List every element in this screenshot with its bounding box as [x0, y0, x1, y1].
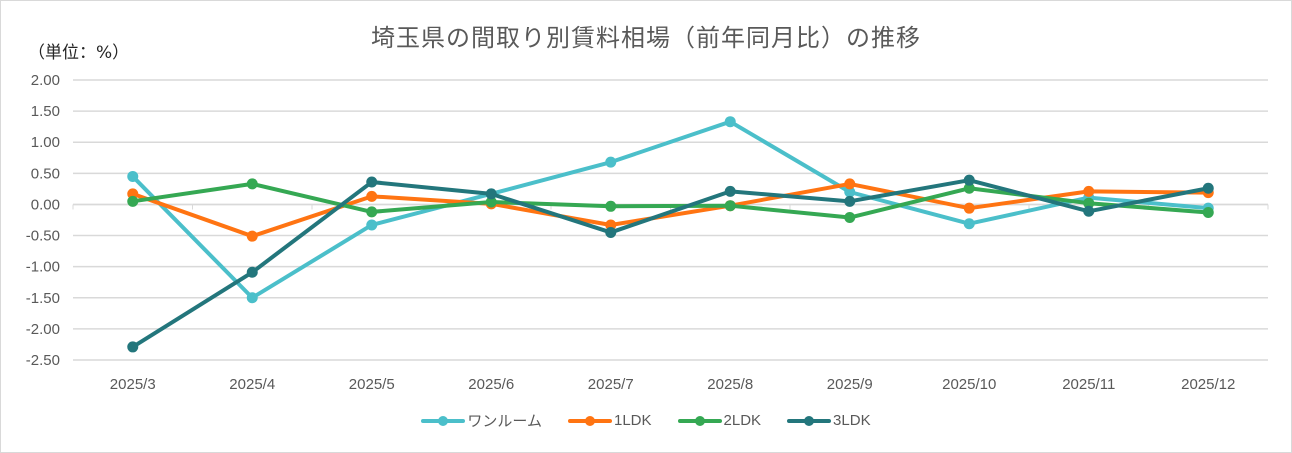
x-tick-label: 2025/6 — [468, 376, 514, 393]
y-tick-label: -1.50 — [26, 290, 60, 307]
data-point — [605, 156, 617, 168]
data-point — [485, 196, 497, 208]
x-tick-label: 2025/3 — [110, 376, 156, 393]
series-line — [130, 119, 1211, 300]
x-tick-label: 2025/8 — [707, 376, 753, 393]
data-point — [1083, 197, 1095, 209]
data-point — [605, 200, 617, 212]
y-tick-label: -0.50 — [26, 228, 60, 245]
series-lines — [127, 116, 1214, 353]
data-point — [246, 266, 258, 278]
y-tick-label: 0.50 — [31, 165, 60, 182]
data-point — [246, 178, 258, 190]
data-point — [963, 174, 975, 186]
gridlines — [73, 79, 1268, 361]
data-point — [844, 195, 856, 207]
data-point — [366, 219, 378, 231]
data-point — [963, 218, 975, 230]
data-point — [605, 226, 617, 238]
legend-item: 2LDK — [677, 410, 762, 431]
x-tick-label: 2025/11 — [1062, 376, 1115, 393]
legend-item: ワンルーム — [421, 410, 542, 431]
data-point — [127, 170, 139, 182]
y-tick-label: -2.00 — [26, 321, 60, 338]
x-tick-label: 2025/5 — [349, 376, 395, 393]
x-tick-label: 2025/12 — [1181, 376, 1235, 393]
legend-marker-icon — [787, 414, 832, 428]
data-point — [366, 190, 378, 202]
data-point — [246, 292, 258, 304]
data-point — [1202, 207, 1214, 219]
series-3LDK — [127, 174, 1214, 353]
data-point — [844, 212, 856, 224]
data-point — [1202, 182, 1214, 194]
y-tick-label: -2.50 — [26, 352, 60, 369]
x-tick-label: 2025/10 — [942, 376, 996, 393]
y-tick-label: 1.50 — [31, 103, 60, 120]
legend-label: 3LDK — [833, 412, 871, 429]
data-point — [963, 202, 975, 214]
chart-title: 埼玉県の間取り別賃料相場（前年同月比）の推移 — [371, 24, 921, 52]
data-point — [844, 178, 856, 190]
y-tick-label: 1.00 — [31, 134, 60, 151]
legend-marker-icon — [421, 414, 466, 428]
data-point — [724, 185, 736, 197]
data-point — [1083, 205, 1095, 217]
data-point — [963, 182, 975, 194]
y-tick-label: 2.00 — [31, 72, 60, 89]
data-point — [485, 188, 497, 200]
data-point — [366, 176, 378, 188]
data-point — [844, 186, 856, 198]
y-axis-labels: 2.00 1.50 1.00 0.50 0.00 -0.50 -1.00 -1.50 -2.00… — [26, 72, 60, 369]
series-line — [130, 178, 1211, 349]
legend: ワンルーム 1LDK 2LDK 3LDK — [0, 410, 1292, 431]
y-tick-label: -1.00 — [26, 259, 60, 276]
data-point — [1083, 185, 1095, 197]
y-tick-label: 0.00 — [31, 196, 60, 213]
series-line — [130, 181, 1211, 239]
legend-label: ワンルーム — [467, 413, 542, 430]
x-tick-label: 2025/4 — [229, 376, 275, 393]
legend-label: 2LDK — [723, 412, 762, 429]
x-tick-label: 2025/9 — [827, 376, 873, 393]
legend-item: 3LDK — [787, 410, 871, 431]
legend-item: 1LDK — [567, 410, 652, 431]
legend-marker-icon — [677, 414, 722, 428]
data-point — [127, 195, 139, 207]
data-point — [724, 116, 736, 128]
unit-label: （単位：%） — [28, 43, 130, 63]
data-point — [366, 206, 378, 218]
legend-label: 1LDK — [613, 412, 652, 429]
series-ワンルーム — [127, 116, 1214, 304]
legend-marker-icon — [567, 414, 612, 428]
data-point — [724, 200, 736, 212]
x-tick-label: 2025/7 — [588, 376, 634, 393]
x-axis: 2025/3 2025/4 2025/5 2025/6 2025/7 2025/8 2025… — [72, 203, 1269, 393]
data-point — [246, 230, 258, 242]
data-point — [127, 341, 139, 353]
